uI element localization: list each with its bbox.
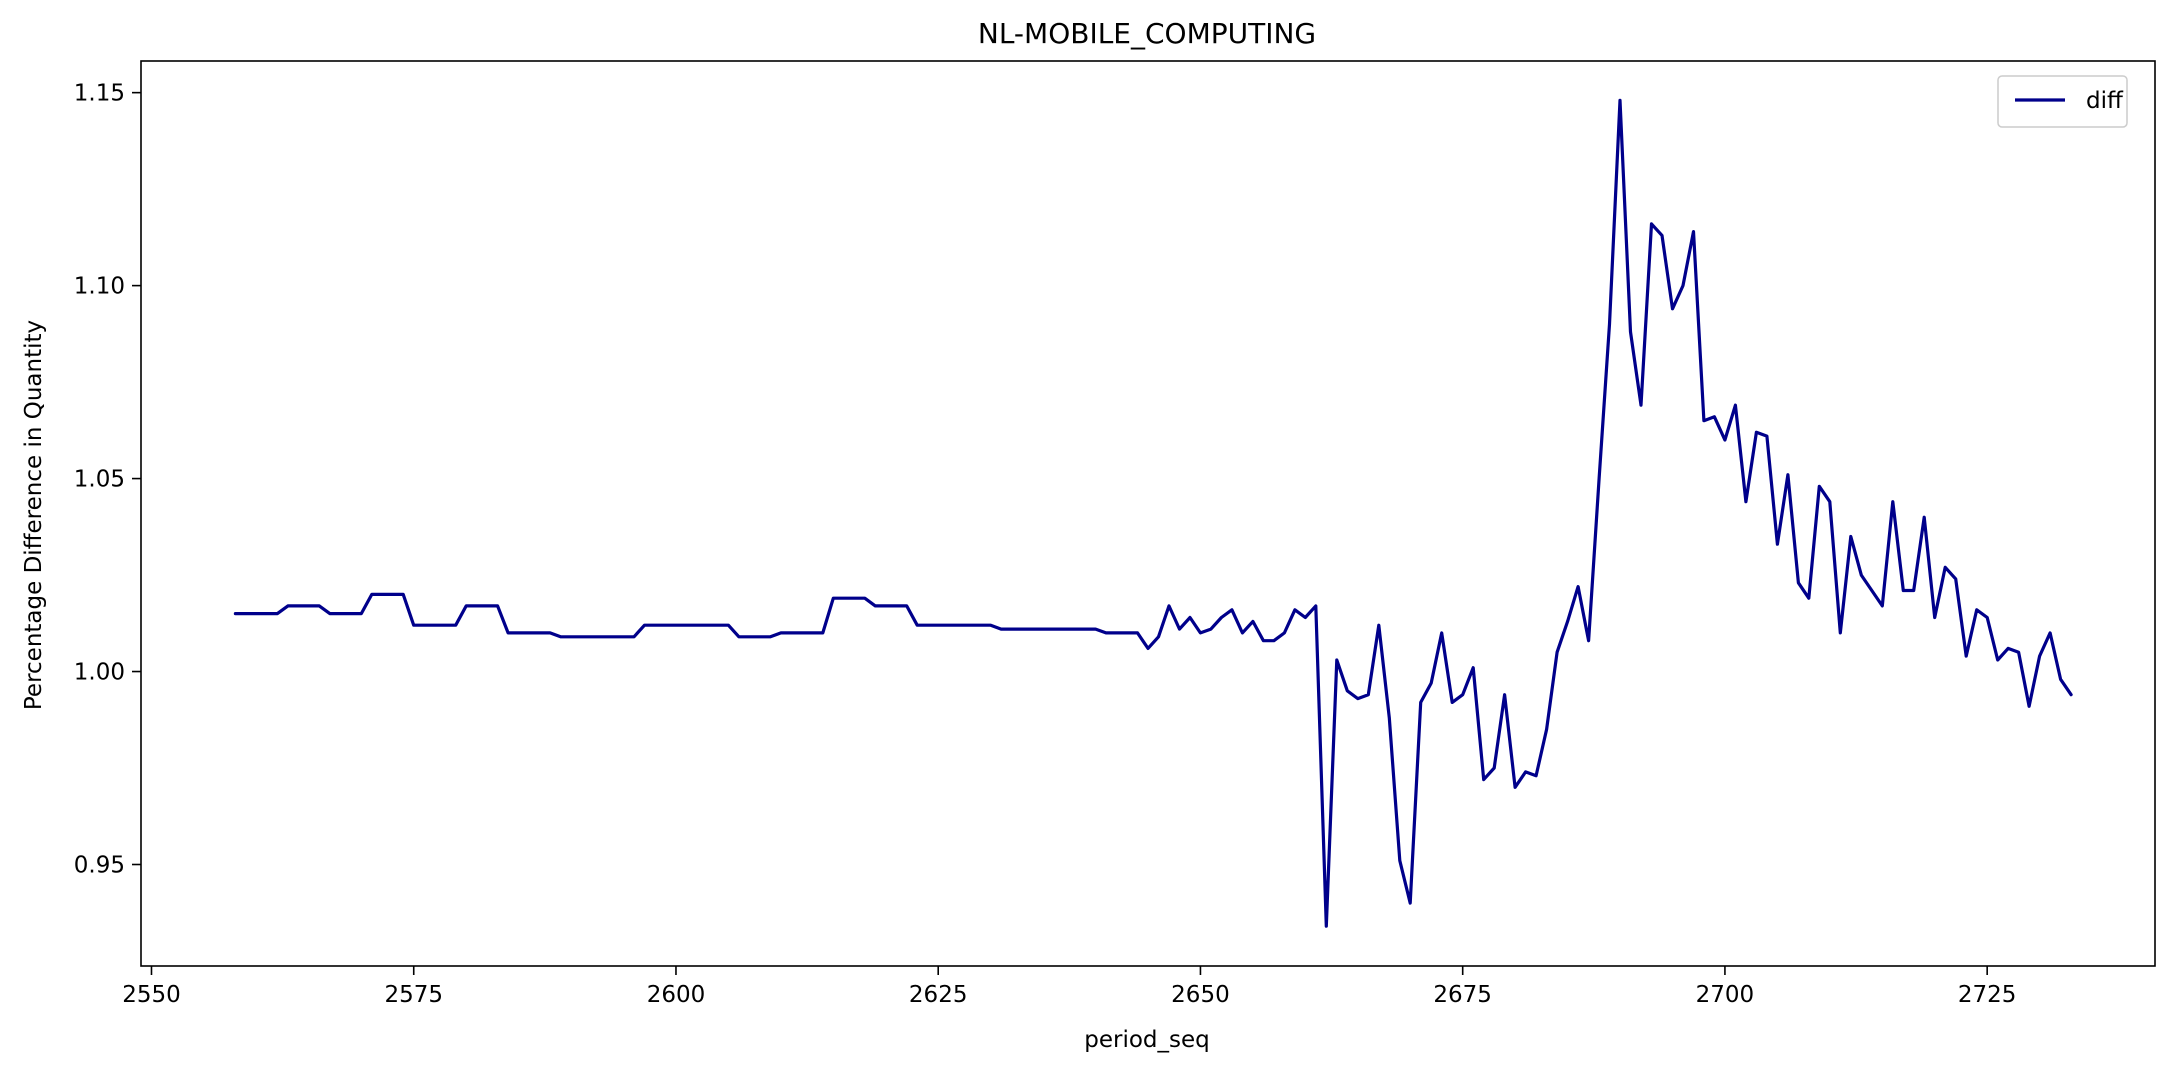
legend: diff	[1997, 75, 2128, 128]
x-axis: 2550 2575 2600 2625 2650 2675 2700 2725	[122, 966, 2016, 1008]
y-axis: 0.95 1.00 1.05 1.10 1.15	[74, 81, 141, 879]
x-tick-label: 2625	[909, 982, 968, 1008]
x-axis-label: period_seq	[1084, 1027, 1210, 1053]
x-tick-label: 2700	[1696, 982, 1755, 1008]
y-tick-label: 0.95	[74, 853, 125, 879]
legend-label-diff: diff	[2086, 88, 2124, 114]
series-line-diff	[233, 98, 2073, 928]
x-tick-label: 2650	[1171, 982, 1230, 1008]
y-tick-label: 1.05	[74, 467, 125, 493]
axes-frame	[140, 60, 2156, 967]
y-tick-label: 1.00	[74, 660, 125, 686]
y-tick-label: 1.10	[74, 274, 125, 300]
plot-area	[233, 98, 2073, 928]
chart-title: NL-MOBILE_COMPUTING	[978, 17, 1316, 50]
y-tick-label: 1.15	[74, 81, 125, 107]
x-tick-label: 2725	[1958, 982, 2017, 1008]
x-tick-label: 2550	[122, 982, 181, 1008]
x-tick-label: 2600	[647, 982, 706, 1008]
x-tick-label: 2575	[384, 982, 443, 1008]
y-axis-label: Percentage Difference in Quantity	[21, 320, 47, 710]
x-tick-label: 2675	[1433, 982, 1492, 1008]
